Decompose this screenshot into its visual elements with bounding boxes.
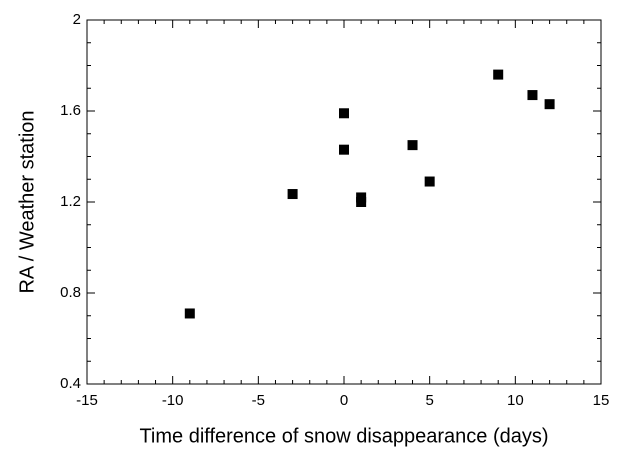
x-tick-label: -15: [76, 392, 98, 409]
x-tick-label: 10: [507, 392, 524, 409]
point: [493, 69, 504, 80]
y-tick-label: 1.6: [60, 102, 81, 119]
point: [339, 144, 349, 155]
point: [356, 197, 367, 207]
x-tick-label: 0: [340, 392, 348, 409]
y-tick-label: 1.2: [60, 193, 81, 210]
x-tick-label: 5: [425, 392, 433, 409]
y-tick-label: 0.8: [60, 284, 81, 301]
x-axis-label: Time difference of snow disappearance (d…: [139, 425, 548, 447]
point: [287, 189, 298, 200]
y-axis-label: RA / Weather station: [16, 110, 38, 293]
x-tick-label: 15: [593, 392, 610, 409]
plot-frame: [86, 19, 602, 385]
y-tick-label: 2: [73, 11, 81, 28]
y-tick-label: 0.4: [60, 375, 81, 392]
point: [407, 140, 418, 151]
point: [527, 90, 538, 101]
point: [339, 108, 349, 119]
point: [544, 99, 555, 110]
point: [184, 308, 195, 319]
x-tick-label: -10: [162, 392, 184, 409]
point: [424, 176, 435, 187]
x-tick-label: -5: [252, 392, 265, 409]
